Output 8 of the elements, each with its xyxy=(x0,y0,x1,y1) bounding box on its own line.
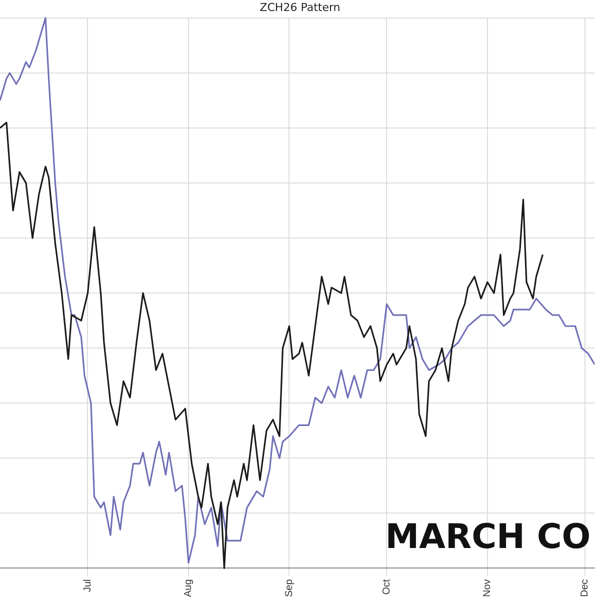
annotation: MARCH CO xyxy=(385,517,591,558)
x-tick-label: Aug xyxy=(183,579,194,598)
x-tick-label: Nov xyxy=(482,579,494,598)
chart-title: ZCH26 Pattern xyxy=(258,0,342,16)
x-tick-label: Sep xyxy=(284,578,295,598)
x-tick-label: Dec xyxy=(580,579,591,598)
x-tick-label: Jul xyxy=(82,579,94,592)
x-tick-label: Oct xyxy=(381,578,392,595)
